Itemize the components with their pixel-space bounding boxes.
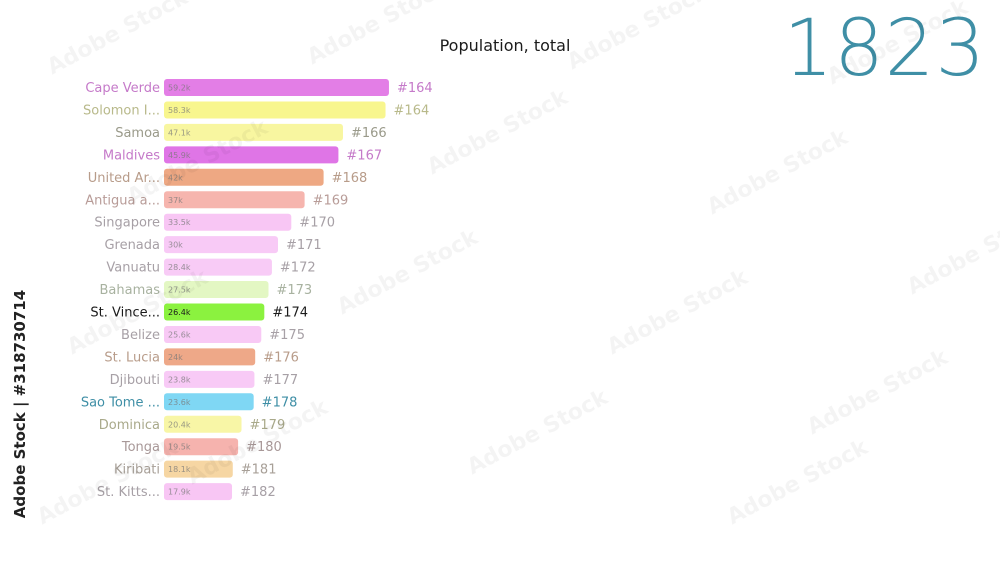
category-label: Belize [121,328,160,343]
rank-label: #172 [280,261,316,276]
value-label: 58.3k [168,106,191,115]
bar [164,325,262,343]
rank-label: #176 [263,350,299,365]
bar [164,79,389,96]
bar [164,168,324,186]
category-label: Djibouti [110,373,160,388]
bar [164,281,269,299]
category-label: Sao Tome ... [81,395,160,410]
rank-label: #178 [262,395,298,410]
value-label: 33.5k [168,218,191,227]
bar [164,415,242,433]
rank-label: #164 [397,81,433,96]
category-label: Antigua a... [85,193,160,208]
bar [164,123,343,141]
category-label: Grenada [104,238,160,253]
value-label: 42k [168,173,183,182]
year-label: 1823 [783,4,986,94]
bar [164,258,272,276]
rank-label: #182 [240,485,276,500]
value-label: 37k [168,196,183,205]
value-label: 26.4k [168,308,191,317]
value-label: 27.5k [168,286,191,295]
value-label: 25.6k [168,330,191,339]
rank-label: #181 [241,463,277,478]
rank-label: #166 [351,126,387,141]
category-label: Kiribati [114,463,160,478]
bar [164,146,339,164]
rank-label: #175 [269,328,305,343]
value-label: 24k [168,353,183,362]
rank-label: #177 [262,373,298,388]
value-label: 17.9k [168,488,191,497]
bar [164,101,386,119]
value-label: 30k [168,241,183,250]
value-label: 47.1k [168,128,191,137]
rank-label: #174 [272,306,308,321]
value-label: 18.1k [168,465,191,474]
category-label: Cape Verde [85,81,160,96]
bar [164,191,305,209]
rank-label: #164 [394,103,430,118]
rank-label: #169 [313,193,349,208]
bar [164,236,278,254]
rank-label: #180 [246,440,282,455]
bar [164,483,233,501]
category-label: Singapore [94,216,160,231]
value-label: 19.5k [168,443,191,452]
value-label: 45.9k [168,151,191,160]
rank-label: #171 [286,238,322,253]
chart-title: Population, total [439,36,571,55]
bar-chart: Cape Verde 59.2k #164 Solomon I... 58.3k #164… [81,79,433,501]
rank-label: #173 [277,283,313,298]
bar [164,348,256,366]
category-label: St. Vince... [90,306,160,321]
value-label: 23.6k [168,398,191,407]
category-label: Bahamas [100,283,161,298]
category-label: St. Lucia [104,350,160,365]
category-label: Vanuatu [106,261,160,276]
category-label: Solomon I... [83,103,160,118]
category-label: Maldives [103,148,160,163]
rank-label: #179 [250,418,286,433]
category-label: St. Kitts... [97,485,160,500]
rank-label: #168 [332,171,368,186]
category-label: Tonga [121,440,160,455]
category-label: United Ar... [88,171,160,186]
category-label: Samoa [115,126,160,141]
bar [164,370,255,388]
value-label: 20.4k [168,420,191,429]
bar [164,213,292,231]
value-label: 59.2k [168,84,191,93]
value-label: 28.4k [168,263,191,272]
rank-label: #167 [346,148,382,163]
value-label: 23.8k [168,375,191,384]
bar [164,438,239,456]
bar [164,460,233,478]
bar [164,303,265,321]
rank-label: #170 [299,216,335,231]
bar [164,393,254,411]
category-label: Dominica [99,418,160,433]
